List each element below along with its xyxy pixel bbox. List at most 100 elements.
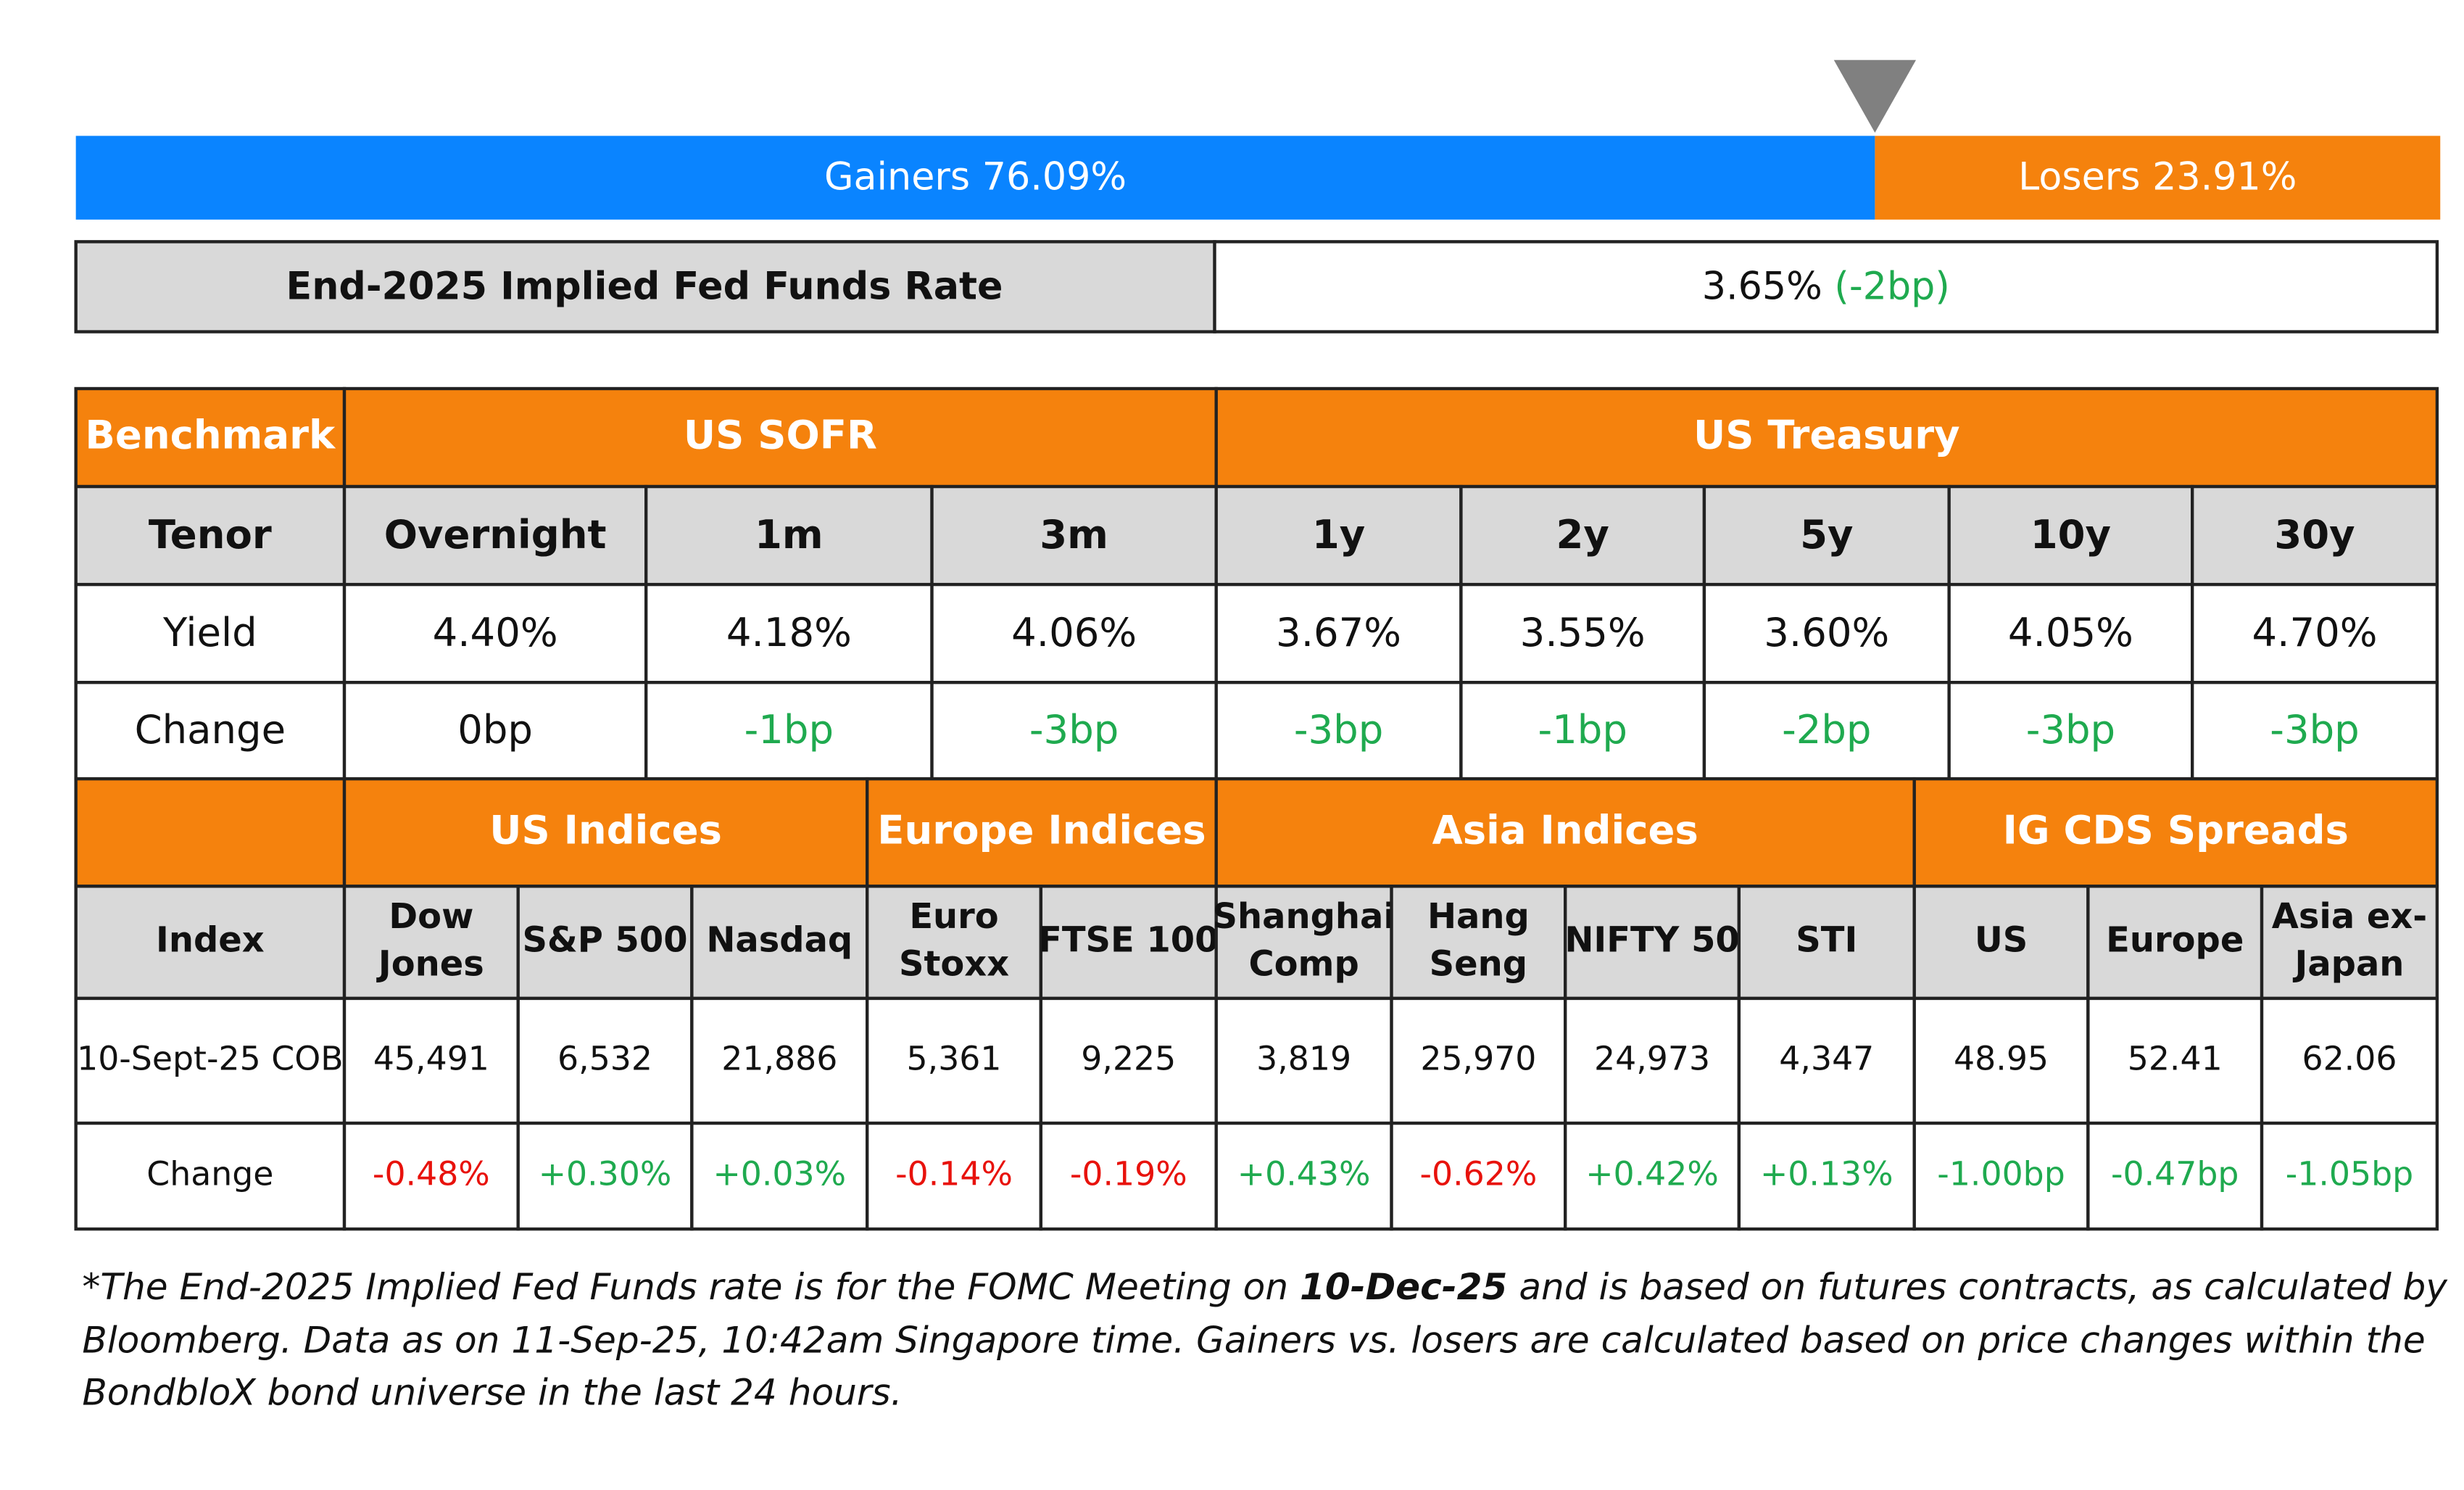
cell [1390, 1121, 1567, 1231]
cell [1737, 1121, 1916, 1231]
gainers-bar [75, 136, 1875, 220]
header-cell [342, 777, 869, 888]
cell-text: Dow [389, 897, 473, 937]
cell [1702, 484, 1951, 587]
cell-text: Change [135, 706, 286, 753]
cell-text: -2bp [1782, 706, 1871, 753]
cell [74, 681, 347, 781]
cell-text: Japan [2292, 944, 2404, 984]
cell-text: S&P 500 [522, 921, 687, 961]
cell [690, 1121, 869, 1231]
cell [1947, 484, 2194, 587]
footnote-text: and is based on futures contracts, as ca… [1519, 1265, 2448, 1307]
cell-text: Tenor [149, 511, 272, 558]
cell-text: 4.70% [2252, 609, 2378, 655]
cell [74, 1121, 347, 1231]
footnote-text: *The End-2025 Implied Fed Funds rate is … [82, 1265, 1288, 1307]
cell [516, 1121, 694, 1231]
cell-text: 1m [755, 511, 824, 558]
cell-text: -3bp [2026, 706, 2115, 753]
split-marker [1833, 59, 1917, 133]
cell [1214, 484, 1463, 587]
footnote-date: 10-Dec-25 [1300, 1265, 1507, 1307]
cell-text: -1bp [1538, 706, 1627, 753]
cell-text: -0.62% [1419, 1155, 1537, 1193]
cell-text: Asia ex- [2272, 897, 2427, 937]
cell [1039, 996, 1218, 1125]
cell-text: 4.40% [433, 609, 558, 655]
cell-text: Index [156, 921, 265, 961]
cell [516, 996, 694, 1125]
cell-text: 9,225 [1081, 1040, 1176, 1078]
cell [866, 1121, 1043, 1231]
cell-text: 4.06% [1011, 609, 1137, 655]
cell-text: 3m [1040, 511, 1108, 558]
header-text: IG CDS Spreads [2003, 806, 2349, 853]
cell [2086, 996, 2264, 1125]
footnote: *The End-2025 Implied Fed Funds rate is … [82, 1265, 2448, 1307]
cell-text: 4.18% [726, 609, 852, 655]
fed-rate: 3.65% [1702, 265, 1822, 309]
cell-text: 45,491 [373, 1040, 489, 1078]
cell-text: Euro [909, 897, 998, 937]
cell-text: Europe [2106, 921, 2244, 961]
cell [930, 681, 1218, 781]
cell [2086, 1121, 2264, 1231]
fed-label-cell [74, 240, 1216, 334]
value: 23.91% [2152, 154, 2297, 199]
cell [1912, 885, 2090, 1001]
cell [74, 996, 347, 1125]
losers-bar [1875, 136, 2441, 220]
cell-text: 62.06 [2302, 1040, 2397, 1078]
cell-text: +0.13% [1760, 1155, 1893, 1193]
cell-text: -0.48% [373, 1155, 490, 1193]
cell-text: STI [1796, 921, 1857, 961]
cell-text: Shanghai [1212, 897, 1395, 937]
cell-text: 52.41 [2128, 1040, 2223, 1078]
cell-text: US [1975, 921, 2028, 961]
cell [690, 885, 869, 1001]
header-cell [1214, 386, 2439, 489]
cell-text: Overnight [384, 511, 607, 558]
cell [74, 484, 347, 587]
header-text: Benchmark [85, 412, 336, 458]
header-cell [1214, 777, 1916, 888]
cell-text: 48.95 [1954, 1040, 2049, 1078]
cell [1702, 582, 1951, 684]
cell-text: 3.55% [1520, 609, 1646, 655]
cell-text: 3.60% [1764, 609, 1889, 655]
cell [2191, 582, 2439, 684]
cell [1039, 1121, 1218, 1231]
cell [1702, 681, 1951, 781]
fed-value-cell [1213, 240, 2439, 334]
footnote: BondbloX bond universe in the last 24 ho… [82, 1370, 902, 1413]
header-text: Europe Indices [877, 806, 1206, 853]
cell [1214, 681, 1463, 781]
header-text: US Indices [489, 806, 722, 853]
cell [2260, 1121, 2439, 1231]
cell [1947, 681, 2194, 781]
fed-value: 3.65% (-2bp) [1702, 265, 1950, 309]
cell [342, 484, 648, 587]
cell-text: -0.47bp [2111, 1155, 2239, 1193]
cell [1214, 885, 1393, 1001]
cell [644, 681, 934, 781]
cell-text: Hang [1427, 897, 1530, 937]
cell [1459, 484, 1706, 587]
header-cell [1912, 777, 2439, 888]
cell-text: 0bp [457, 706, 533, 753]
cell [2260, 885, 2439, 1001]
cell-text: -1.05bp [2286, 1155, 2413, 1193]
cell-text: 1y [1312, 511, 1365, 558]
cell [2191, 681, 2439, 781]
header-cell [342, 386, 1218, 489]
label: Losers [2018, 154, 2140, 199]
cell-text: -1bp [744, 706, 834, 753]
header-text: US Treasury [1693, 412, 1960, 458]
cell [342, 996, 520, 1125]
cell [690, 996, 869, 1125]
cell [1390, 996, 1567, 1125]
cell-text: Change [146, 1155, 273, 1193]
